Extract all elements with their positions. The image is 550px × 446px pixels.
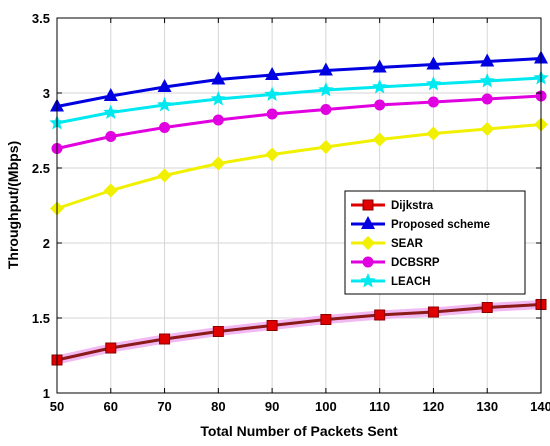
y-tick-label: 3: [43, 86, 50, 101]
x-tick-label: 110: [369, 399, 390, 414]
data-point: [159, 333, 171, 345]
legend-item: Proposed scheme: [351, 216, 490, 231]
data-point: [318, 82, 334, 97]
data-point: [479, 73, 495, 88]
data-point: [372, 79, 388, 94]
data-point: [320, 104, 332, 115]
data-point: [210, 91, 226, 106]
legend-label: LEACH: [391, 276, 431, 288]
data-point: [426, 56, 441, 70]
data-point: [265, 67, 280, 80]
data-point: [105, 131, 117, 142]
legend-swatch-marker: [361, 236, 375, 250]
data-point: [266, 108, 278, 120]
y-tick-label: 1: [43, 386, 50, 401]
data-point: [480, 122, 495, 136]
data-point: [372, 59, 387, 73]
x-tick-label: 140: [530, 399, 550, 414]
data-point: [481, 93, 493, 105]
series-line: [56, 303, 542, 362]
data-point: [211, 71, 226, 85]
data-point: [212, 114, 224, 126]
data-point: [266, 320, 278, 331]
legend-label: Dijkstra: [391, 200, 434, 212]
data-point: [157, 79, 172, 92]
data-point: [318, 62, 333, 76]
data-point: [320, 314, 332, 325]
legend-swatch-marker: [362, 256, 374, 268]
legend-label: Proposed scheme: [391, 219, 490, 231]
series-line: [56, 123, 542, 210]
y-tick-label: 3.5: [32, 11, 50, 26]
data-point: [372, 132, 387, 147]
data-point: [212, 326, 224, 337]
data-point: [159, 122, 171, 133]
series-line: [56, 76, 542, 125]
legend-item: SEAR: [351, 236, 424, 250]
data-point: [426, 126, 441, 141]
data-point: [374, 99, 386, 111]
data-point: [318, 140, 333, 154]
ticks: 50 60 70 80 90 100 110 120 130 140 1 1.5 2 2.5 3 3.5: [32, 11, 550, 414]
data-point: [427, 96, 439, 108]
data-point: [103, 88, 118, 101]
y-tick-label: 2: [43, 236, 50, 251]
data-point: [211, 156, 226, 171]
series-line: [56, 57, 542, 108]
x-tick-label: 130: [476, 399, 498, 414]
legend-swatch-marker: [361, 216, 375, 229]
x-tick-label: 80: [211, 399, 225, 414]
data-point: [105, 342, 117, 354]
y-axis-title: Throughput/(Mbps): [5, 141, 21, 269]
legend-label: SEAR: [391, 238, 424, 250]
x-tick-label: 60: [104, 399, 118, 414]
data-point: [425, 76, 442, 91]
series-dcbsrp: [51, 90, 547, 154]
x-tick-label: 50: [50, 399, 64, 414]
x-tick-label: 70: [157, 399, 171, 414]
legend-swatch-marker: [360, 273, 376, 288]
legend-item: LEACH: [351, 273, 431, 288]
data-point: [103, 104, 119, 119]
data-point: [265, 147, 280, 162]
data-point: [374, 309, 386, 321]
legend: Dijkstra Proposed scheme SEAR DCBSRP LEACH: [344, 190, 526, 295]
legend-item: DCBSRP: [351, 256, 440, 269]
x-tick-label: 100: [315, 399, 337, 414]
x-tick-label: 120: [423, 399, 445, 414]
series-line: [56, 94, 542, 150]
y-tick-label: 2.5: [32, 161, 50, 176]
x-tick-label: 90: [265, 399, 279, 414]
data-point: [103, 183, 118, 198]
legend-item: Dijkstra: [351, 199, 434, 212]
legend-label: DCBSRP: [391, 257, 440, 269]
data-point: [264, 86, 280, 101]
y-tick-label: 1.5: [32, 311, 50, 326]
data-point: [157, 168, 172, 183]
data-point: [481, 302, 493, 313]
data-point: [156, 97, 173, 112]
series-dijkstra: [51, 299, 547, 366]
data-point: [480, 53, 495, 67]
plot-frame: [56, 17, 542, 394]
data-point: [427, 306, 439, 318]
x-axis-title: Total Number of Packets Sent: [200, 423, 398, 439]
legend-swatch-marker: [362, 199, 374, 211]
